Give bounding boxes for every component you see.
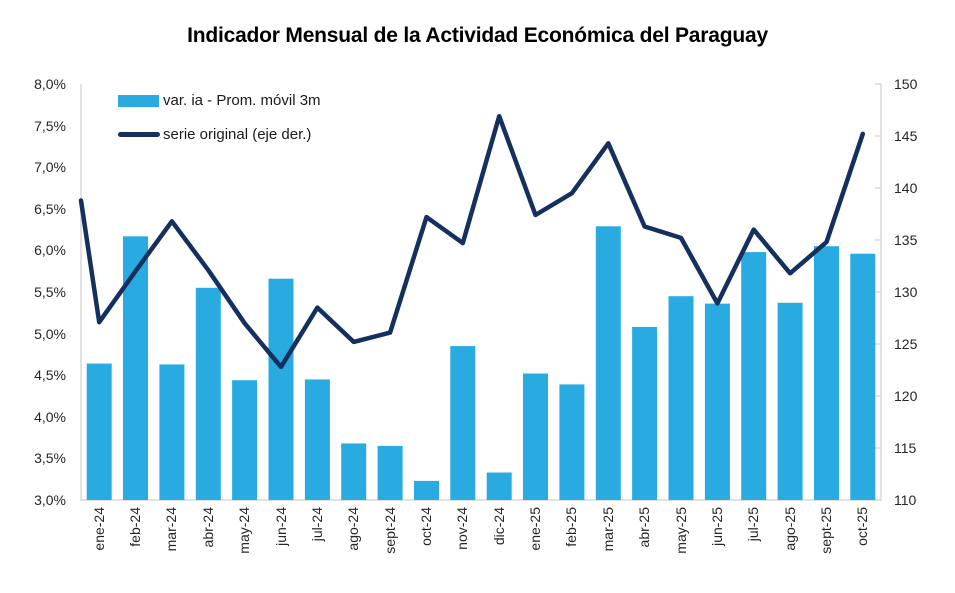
bar-feb-25 <box>559 384 585 500</box>
y-axis-label-left: 6,0% <box>34 242 66 259</box>
bar-ago-24 <box>341 443 367 500</box>
y-axis-label-left: 7,5% <box>34 117 66 134</box>
x-axis-label-abr-25: abr-25 <box>636 507 653 548</box>
x-axis-label-ene-25: ene-25 <box>527 507 544 551</box>
y-axis-label-left: 8,0% <box>34 76 66 92</box>
x-axis-label-sept-25: sept-25 <box>817 507 834 554</box>
y-axis-label-right: 125 <box>894 336 918 352</box>
legend: var. ia - Prom. móvil 3m serie original … <box>118 92 321 160</box>
x-axis-label-jul-24: jul-24 <box>308 507 325 542</box>
bar-may-24 <box>232 380 258 500</box>
y-axis-label-right: 130 <box>894 284 918 300</box>
bar-mar-25 <box>595 226 621 501</box>
x-axis-label-ago-25: ago-25 <box>781 507 798 551</box>
y-axis-label-right: 110 <box>894 492 917 508</box>
bar-mar-24 <box>159 364 185 500</box>
y-axis-label-left: 5,0% <box>34 325 66 342</box>
bar-sept-24 <box>377 445 403 500</box>
bar-abr-25 <box>632 326 658 500</box>
bar-ene-24 <box>86 363 112 500</box>
y-axis-label-right: 135 <box>894 232 918 248</box>
bar-abr-24 <box>195 287 221 500</box>
x-axis-label-may-24: may-24 <box>236 507 253 554</box>
legend-item-line: serie original (eje der.) <box>118 126 321 143</box>
y-axis-label-left: 4,5% <box>34 367 66 384</box>
y-axis-label-right: 145 <box>894 128 918 144</box>
bar-jun-25 <box>704 303 730 500</box>
chart-title: Indicador Mensual de la Actividad Económ… <box>187 24 768 47</box>
x-axis-label-jun-24: jun-24 <box>272 507 289 546</box>
legend-bar-swatch-icon <box>118 94 159 107</box>
y-axis-label-left: 5,5% <box>34 284 66 300</box>
y-axis-label-right: 140 <box>894 180 918 196</box>
bar-sept-25 <box>814 246 839 500</box>
x-axis-label-oct-25: oct-25 <box>854 507 871 546</box>
bar-oct-25 <box>850 253 876 500</box>
x-axis-label-dic-24: dic-24 <box>490 507 507 546</box>
x-axis-label-feb-25: feb-25 <box>563 507 580 547</box>
bar-nov-24 <box>450 346 476 500</box>
x-axis-label-jul-25: jul-25 <box>745 507 762 542</box>
y-axis-label-right: 150 <box>894 76 918 92</box>
bar-ene-25 <box>523 373 548 500</box>
bar-may-25 <box>668 296 694 500</box>
y-axis-label-left: 7,0% <box>34 159 66 176</box>
x-axis-label-abr-24: abr-24 <box>199 507 216 548</box>
y-axis-label-left: 3,5% <box>34 450 66 467</box>
legend-label-bars: var. ia - Prom. móvil 3m <box>163 92 321 109</box>
legend-line-swatch-icon <box>118 132 160 137</box>
y-axis-label-left: 4,0% <box>34 408 66 425</box>
legend-item-bars: var. ia - Prom. móvil 3m <box>118 92 321 109</box>
y-axis-label-right: 115 <box>894 440 917 456</box>
bar-jul-24 <box>304 379 330 500</box>
y-axis-label-left: 6,5% <box>34 200 66 217</box>
y-axis-label-left: 3,0% <box>34 492 66 508</box>
legend-label-line: serie original (eje der.) <box>163 126 312 143</box>
x-axis-label-jun-25: jun-25 <box>708 507 725 546</box>
line-series <box>78 113 866 370</box>
x-axis-label-mar-25: mar-25 <box>599 507 616 552</box>
bar-dic-24 <box>486 472 512 500</box>
x-axis-label-oct-24: oct-24 <box>417 507 434 546</box>
bar-jul-25 <box>741 252 767 500</box>
y-axis-label-right: 120 <box>894 388 918 404</box>
bar-ago-25 <box>777 302 803 500</box>
x-axis-label-nov-24: nov-24 <box>454 507 471 550</box>
bar-jun-24 <box>268 278 294 500</box>
x-axis-label-feb-24: feb-24 <box>127 507 144 547</box>
x-axis-label-ago-24: ago-24 <box>345 507 362 551</box>
x-axis-label-may-25: may-25 <box>672 507 689 554</box>
bar-oct-24 <box>414 480 439 500</box>
bar-feb-24 <box>123 236 148 501</box>
x-axis-label-mar-24: mar-24 <box>163 507 180 552</box>
x-axis-label-sept-24: sept-24 <box>381 507 398 554</box>
x-axis-label-ene-24: ene-24 <box>90 507 107 551</box>
